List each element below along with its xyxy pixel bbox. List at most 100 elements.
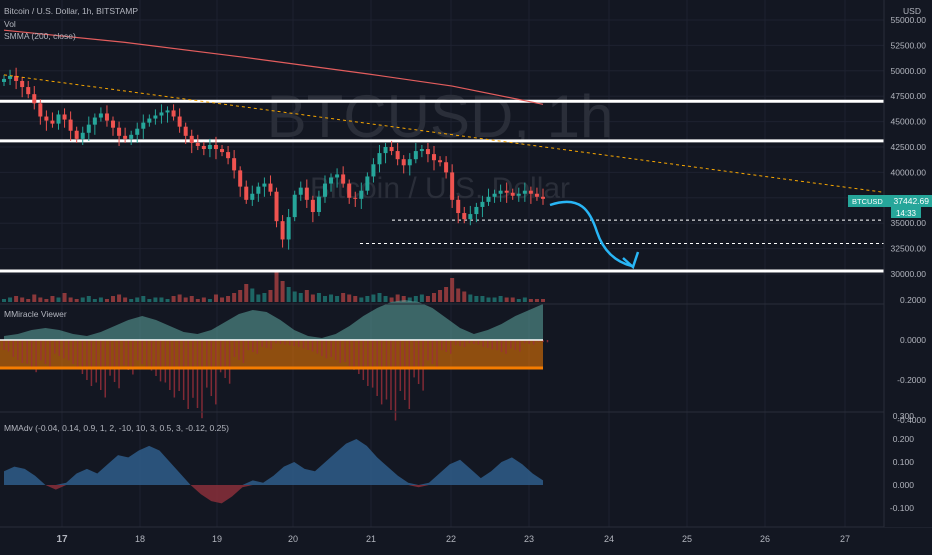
pane3-tick-label: 0.100 <box>893 457 915 467</box>
pane2-tick-label: -0.2000 <box>897 375 926 385</box>
volume-bar <box>147 299 152 302</box>
volume-bar <box>516 299 521 302</box>
candle-body <box>474 206 479 215</box>
volume-bar <box>195 299 200 302</box>
volume-bar <box>389 297 394 302</box>
volume-bar <box>329 294 334 302</box>
projection-arrow[interactable] <box>549 200 633 268</box>
watermark-symbol: BTCUSD, 1h <box>267 83 614 150</box>
candle-body <box>226 152 231 159</box>
candle-body <box>20 80 25 88</box>
candle-body <box>111 120 116 128</box>
volume-bar <box>377 293 382 302</box>
price-tick-label: 35000.00 <box>891 218 927 228</box>
candle-body <box>62 114 67 120</box>
symbol-legend[interactable]: Bitcoin / U.S. Dollar, 1h, BITSTAMP <box>4 6 138 16</box>
volume-bar <box>104 299 109 302</box>
volume-bar <box>177 294 182 302</box>
candle-body <box>534 193 539 197</box>
candle-body <box>74 130 79 139</box>
candle-body <box>147 118 152 123</box>
volume-bar <box>226 296 231 302</box>
volume-bar <box>207 299 212 302</box>
viewer-positive-area <box>4 300 543 340</box>
volume-bar <box>322 296 327 302</box>
volume-bar <box>280 281 285 302</box>
candle-body <box>44 116 49 121</box>
candle-body <box>365 176 370 191</box>
candle-body <box>165 110 170 113</box>
price-tick-label: 32500.00 <box>891 244 927 254</box>
mmadv-pane <box>4 439 543 504</box>
candle-body <box>92 117 97 125</box>
volume-bar <box>425 296 430 302</box>
pane3-tick-label: 0.000 <box>893 480 915 490</box>
time-tick-label: 18 <box>135 534 145 544</box>
mmadv-legend[interactable]: MMAdv (-0.04, 0.14, 0.9, 1, 2, -10, 10, … <box>4 423 229 433</box>
candle-body <box>304 187 309 200</box>
candle-body <box>401 159 406 166</box>
volume-bar <box>401 296 406 302</box>
time-tick-label: 26 <box>760 534 770 544</box>
candle-body <box>492 193 497 197</box>
candle-body <box>129 134 134 139</box>
volume-bar <box>262 293 267 302</box>
volume-bar <box>232 293 237 302</box>
candle-body <box>468 214 473 220</box>
volume-bar <box>438 290 443 302</box>
candle-body <box>329 177 334 184</box>
volume-bar <box>74 299 79 302</box>
price-tick-label: 42500.00 <box>891 142 927 152</box>
smma-legend[interactable]: SMMA (200, close) <box>4 31 76 41</box>
candlesticks <box>2 67 545 250</box>
candle-body <box>104 113 109 121</box>
volume-bar <box>56 297 61 302</box>
volume-bar <box>171 296 176 302</box>
volume-bar <box>353 296 358 302</box>
badge-symbol: BTCUSD <box>852 197 883 206</box>
mmiracle-legend[interactable]: MMiracle Viewer <box>4 309 67 319</box>
volume-bar <box>304 290 309 302</box>
currency-label[interactable]: USD <box>903 6 921 16</box>
candle-body <box>268 183 273 192</box>
volume-bar <box>213 294 218 302</box>
candle-body <box>220 149 225 153</box>
trend-line[interactable] <box>3 74 932 261</box>
candle-body <box>141 122 146 129</box>
volume-bar <box>419 294 424 302</box>
candle-body <box>353 197 358 199</box>
volume-bar <box>2 299 6 302</box>
candle-body <box>244 186 249 200</box>
volume-bar <box>444 287 449 302</box>
volume-bar <box>129 299 134 302</box>
volume-bar <box>268 290 273 302</box>
time-tick-label: 24 <box>604 534 614 544</box>
horizontal-levels[interactable] <box>0 99 884 273</box>
volume-bar <box>359 297 364 302</box>
volume-bar <box>117 294 122 302</box>
badge-price: 37442.69 <box>894 196 930 206</box>
candle-body <box>80 132 85 139</box>
volume-bar <box>38 297 43 302</box>
candle-body <box>98 113 103 118</box>
candle-body <box>498 190 503 194</box>
price-tick-label: 30000.00 <box>891 269 927 279</box>
candle-body <box>286 217 291 240</box>
candle-body <box>510 192 515 196</box>
candle-body <box>425 149 430 155</box>
time-axis[interactable]: 17 18 19 20 21 22 23 24 25 26 27 <box>56 534 850 545</box>
volume-bar <box>292 291 297 302</box>
candle-body <box>504 190 509 193</box>
volume-bar <box>14 296 19 302</box>
candle-body <box>486 196 491 202</box>
candle-body <box>38 103 43 117</box>
time-tick-label: 19 <box>212 534 222 544</box>
candle-body <box>262 183 267 187</box>
volume-bar <box>44 299 49 302</box>
candle-body <box>413 151 418 160</box>
volume-legend[interactable]: Vol <box>4 19 16 29</box>
candle-body <box>292 194 297 218</box>
volume-bar <box>365 296 370 302</box>
